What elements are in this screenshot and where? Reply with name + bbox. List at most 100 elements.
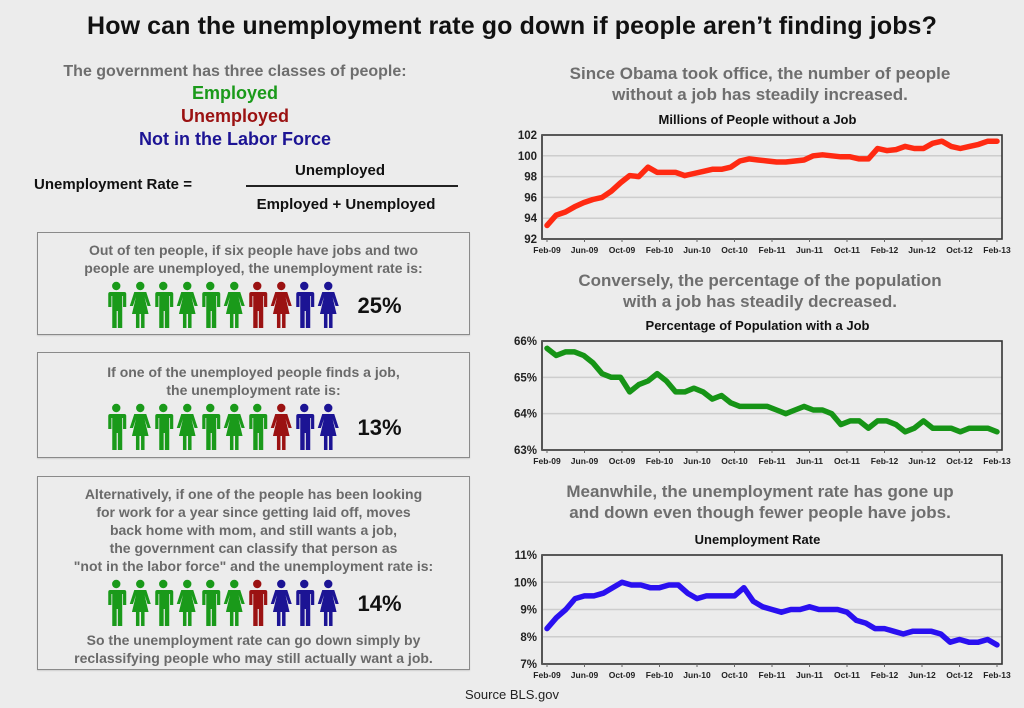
svg-text:Oct-09: Oct-09 xyxy=(609,456,636,466)
people-icons xyxy=(105,403,339,453)
chart-2-heading-line: with a job has steadily decreased. xyxy=(623,292,897,311)
scenario-2-rate: 13% xyxy=(357,415,402,440)
male-person-icon xyxy=(202,281,221,328)
scenario-1-people: 25% xyxy=(38,281,469,331)
male-person-icon xyxy=(155,403,174,450)
female-person-icon xyxy=(129,403,151,450)
svg-text:Jun-10: Jun-10 xyxy=(683,670,711,680)
svg-text:66%: 66% xyxy=(514,336,537,348)
scenario-box-2: If one of the unemployed people finds a … xyxy=(37,352,470,458)
male-person-icon xyxy=(249,579,268,626)
scenario-2-line: If one of the unemployed people finds a … xyxy=(107,364,400,380)
female-person-icon xyxy=(176,403,198,450)
scenario-3-line: for work for a year since getting laid o… xyxy=(96,504,411,520)
scenario-3-footer: So the unemployment rate can go down sim… xyxy=(38,631,469,667)
scenario-3-line: back home with mom, and still wants a jo… xyxy=(109,522,398,538)
svg-text:Feb-12: Feb-12 xyxy=(871,670,899,680)
svg-text:Feb-11: Feb-11 xyxy=(759,245,786,255)
svg-text:Feb-12: Feb-12 xyxy=(871,456,899,466)
male-person-icon xyxy=(296,579,315,626)
svg-text:Oct-10: Oct-10 xyxy=(721,245,748,255)
svg-text:Jun-09: Jun-09 xyxy=(571,245,599,255)
chart-employment-percentage: Percentage of Population with a Job 63% 6… xyxy=(495,318,1020,483)
chart-2-plot: 63% 64% 65% 66% Feb-09 Jun-09 Oct-09 Feb-10 Jun-… xyxy=(514,336,1011,466)
scenario-2-people: 13% xyxy=(38,403,469,453)
source-credit: Source BLS.gov xyxy=(465,687,559,702)
svg-text:Feb-10: Feb-10 xyxy=(646,670,674,680)
svg-text:64%: 64% xyxy=(514,409,537,421)
scenario-2-line: the unemployment rate is: xyxy=(166,382,341,398)
svg-text:Feb-11: Feb-11 xyxy=(759,670,786,680)
svg-text:Jun-12: Jun-12 xyxy=(908,670,936,680)
female-person-icon xyxy=(317,403,339,450)
svg-text:Feb-09: Feb-09 xyxy=(533,670,561,680)
svg-text:Feb-13: Feb-13 xyxy=(983,670,1011,680)
svg-text:Feb-09: Feb-09 xyxy=(533,245,561,255)
svg-text:98: 98 xyxy=(524,172,537,184)
scenario-2-text: If one of the unemployed people finds a … xyxy=(38,363,469,399)
female-person-icon xyxy=(176,281,198,328)
scenario-3-people: 14% xyxy=(38,579,469,629)
svg-text:7%: 7% xyxy=(520,659,537,671)
chart-1-heading-line: Since Obama took office, the number of p… xyxy=(569,64,951,83)
scenario-1-rate: 25% xyxy=(357,293,402,318)
scenario-1-text: Out of ten people, if six people have jo… xyxy=(38,241,469,277)
chart-1-heading: Since Obama took office, the number of p… xyxy=(500,63,1020,105)
formula-fraction-bar xyxy=(246,185,458,187)
svg-text:Feb-10: Feb-10 xyxy=(646,245,674,255)
svg-text:Jun-09: Jun-09 xyxy=(571,456,599,466)
chart-3-heading-line: Meanwhile, the unemployment rate has gon… xyxy=(566,482,954,501)
scenario-box-1: Out of ten people, if six people have jo… xyxy=(37,232,470,335)
scenario-3-line: "not in the labor force" and the unemplo… xyxy=(73,558,434,574)
svg-text:Feb-09: Feb-09 xyxy=(533,456,561,466)
svg-text:Jun-11: Jun-11 xyxy=(796,456,823,466)
chart-2-title: Percentage of Population with a Job xyxy=(645,318,870,333)
chart-1-plot: 92 94 96 98 100 102 Feb-09 Jun-09 Oct-09 Feb-10 Ju… xyxy=(518,130,1011,255)
svg-text:Jun-12: Jun-12 xyxy=(908,456,936,466)
male-person-icon xyxy=(249,403,268,450)
female-person-icon xyxy=(270,281,292,328)
svg-text:Oct-12: Oct-12 xyxy=(946,245,973,255)
svg-text:Jun-10: Jun-10 xyxy=(683,245,711,255)
female-person-icon xyxy=(223,281,245,328)
chart-3-heading-line: and down even though fewer people have j… xyxy=(569,503,951,522)
page-title: How can the unemployment rate go down if… xyxy=(87,12,937,40)
svg-text:Jun-11: Jun-11 xyxy=(796,670,823,680)
svg-text:Jun-09: Jun-09 xyxy=(571,670,599,680)
svg-text:Oct-12: Oct-12 xyxy=(946,670,973,680)
svg-text:Feb-11: Feb-11 xyxy=(759,456,786,466)
formula-denominator: Employed + Unemployed xyxy=(256,196,436,213)
class-employed: Employed xyxy=(191,83,279,103)
svg-text:63%: 63% xyxy=(514,445,537,457)
svg-text:Oct-10: Oct-10 xyxy=(721,670,748,680)
scenario-1-line: people are unemployed, the unemployment … xyxy=(84,260,423,276)
female-person-icon xyxy=(223,403,245,450)
female-person-icon xyxy=(176,579,198,626)
intro-section: The government has three classes of peop… xyxy=(20,62,450,151)
svg-text:Oct-11: Oct-11 xyxy=(834,456,860,466)
unemployment-formula: Unemployment Rate = Unemployed Employed … xyxy=(34,160,458,220)
female-person-icon xyxy=(129,281,151,328)
male-person-icon xyxy=(202,403,221,450)
svg-text:100: 100 xyxy=(518,151,537,163)
svg-text:Feb-13: Feb-13 xyxy=(983,245,1011,255)
female-person-icon xyxy=(223,579,245,626)
scenario-box-3: Alternatively, if one of the people has … xyxy=(37,476,470,670)
svg-text:Jun-12: Jun-12 xyxy=(908,245,936,255)
people-icons xyxy=(105,579,339,629)
svg-text:Oct-09: Oct-09 xyxy=(609,245,636,255)
chart-unemployment-rate: Unemployment Rate 7% 8% 9% 10% 11% Feb-09 Jun-… xyxy=(495,532,1020,697)
svg-text:102: 102 xyxy=(518,130,537,142)
chart-2-heading-line: Conversely, the percentage of the popula… xyxy=(578,271,942,290)
male-person-icon xyxy=(155,281,174,328)
male-person-icon xyxy=(249,281,268,328)
svg-text:11%: 11% xyxy=(515,550,537,562)
scenario-3-text: Alternatively, if one of the people has … xyxy=(38,485,469,575)
svg-text:Jun-10: Jun-10 xyxy=(683,456,711,466)
chart-3-title: Unemployment Rate xyxy=(694,532,821,547)
formula-lhs: Unemployment Rate = xyxy=(34,176,192,193)
svg-text:9%: 9% xyxy=(520,605,537,617)
svg-text:Oct-12: Oct-12 xyxy=(946,456,973,466)
male-person-icon xyxy=(155,579,174,626)
svg-text:Oct-09: Oct-09 xyxy=(609,670,636,680)
